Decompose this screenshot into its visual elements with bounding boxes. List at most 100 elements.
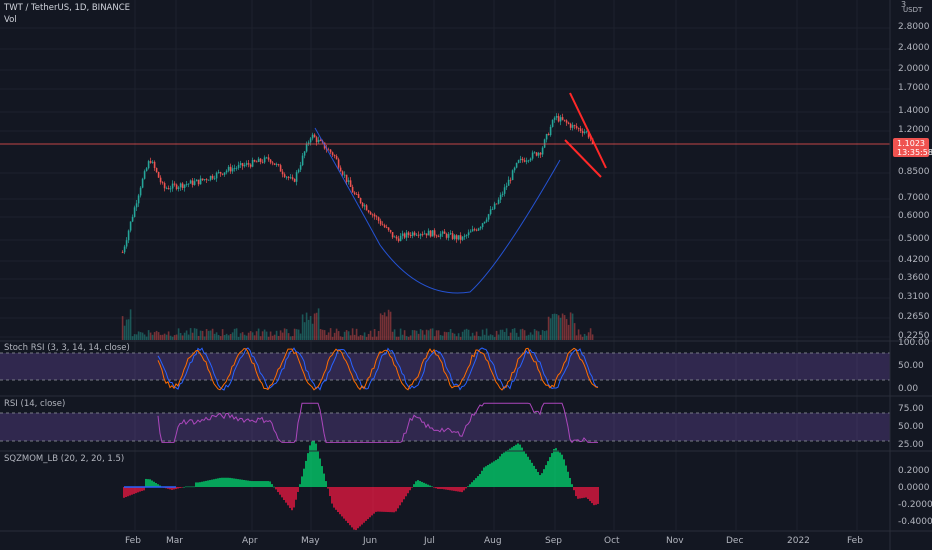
candlesticks [121, 113, 594, 255]
candle-body [383, 225, 386, 228]
price-tick: 0.2250 [898, 331, 930, 341]
time-label: May [301, 536, 320, 546]
candle-body [161, 182, 164, 184]
candle-body [339, 167, 342, 172]
volume-bar [561, 313, 564, 340]
volume-bar [475, 331, 478, 340]
momentum-bar [249, 480, 251, 487]
volume-bar [165, 334, 168, 340]
volume-bar [347, 331, 350, 340]
volume-bar [583, 333, 586, 340]
candle-body [357, 194, 360, 198]
momentum-bar [497, 458, 499, 487]
volume-bar [285, 329, 288, 340]
volume-bar [151, 334, 154, 340]
candle-body [263, 157, 266, 163]
momentum-bar [591, 487, 593, 504]
candle-body [511, 170, 514, 180]
volume-bar [139, 332, 142, 340]
volume-bar [529, 332, 532, 340]
sqzmom-title[interactable]: SQZMOM_LB (20, 2, 20, 1.5) [4, 454, 125, 464]
wedge-lower [564, 139, 602, 178]
momentum-bar [313, 441, 315, 487]
candle-body [499, 194, 502, 200]
momentum-bar [539, 475, 541, 487]
momentum-bar [423, 482, 425, 487]
rsi-title[interactable]: RSI (14, close) [4, 399, 66, 409]
momentum-bar [227, 477, 229, 487]
momentum-bar [267, 481, 269, 487]
momentum-bar [347, 487, 349, 524]
candle-body [187, 183, 190, 185]
volume-bar [399, 328, 402, 340]
candle-body [301, 155, 304, 166]
candle-body [485, 219, 488, 222]
candle-body [479, 227, 482, 229]
momentum-bar [287, 487, 289, 506]
price-tick: 0.8500 [898, 167, 930, 177]
volume-bar [179, 333, 182, 340]
momentum-bar [203, 481, 205, 487]
price-tick: 0.3600 [898, 273, 930, 283]
momentum-bar [317, 451, 319, 487]
volume-bar [231, 332, 234, 340]
momentum-bar [177, 487, 179, 489]
momentum-bar [263, 481, 265, 487]
wedge-upper [569, 92, 607, 169]
overlay-lines [0, 92, 890, 294]
volume-bar [301, 314, 304, 340]
candle-body [445, 233, 448, 238]
momentum-bar [471, 482, 473, 487]
momentum-bar [167, 487, 169, 489]
volume-bar [271, 335, 274, 340]
momentum-bar [477, 476, 479, 487]
volume-bar [339, 336, 342, 340]
volume-bar [297, 329, 300, 340]
candle-body [235, 167, 238, 169]
momentum-bar [359, 487, 361, 527]
volume-bar [437, 330, 440, 340]
momentum-bar [187, 486, 189, 488]
momentum-bar [329, 487, 331, 497]
volume-bar [411, 330, 414, 340]
candle-body [473, 229, 476, 231]
momentum-bar [395, 487, 397, 512]
stoch-rsi-title[interactable]: Stoch RSI (3, 3, 14, 14, close) [4, 343, 130, 353]
volume-bar [127, 319, 130, 340]
momentum-bar [393, 487, 395, 513]
momentum-bar [339, 487, 341, 515]
volume-bar [313, 313, 316, 340]
volume-bar [337, 331, 340, 340]
candle-body [215, 172, 218, 179]
momentum-bar [525, 453, 527, 487]
candle-body [513, 167, 516, 171]
momentum-bar [273, 486, 275, 488]
volume-bar [305, 312, 308, 340]
volume-bar [241, 332, 244, 340]
momentum-bar [417, 480, 419, 487]
momentum-bar [281, 487, 283, 498]
volume-bar [149, 332, 152, 340]
volume-bar [215, 332, 218, 340]
momentum-bar [195, 482, 197, 487]
volume-bar [245, 335, 248, 340]
candle-body [475, 229, 478, 231]
candle-body [517, 160, 520, 163]
volume-bar [321, 329, 324, 340]
volume-bar [325, 334, 328, 340]
candle-body [497, 199, 500, 204]
volume-bar [259, 336, 262, 340]
volume-bar [279, 330, 282, 340]
candle-body [457, 235, 460, 240]
candle-body [227, 166, 230, 171]
volume-bar [381, 315, 384, 340]
volume-bar [361, 335, 364, 340]
volume-bar [565, 319, 568, 340]
momentum-bar [207, 480, 209, 487]
candle-body [489, 209, 492, 215]
volume-bar [273, 334, 276, 340]
momentum-bar [547, 461, 549, 487]
momentum-bar [557, 450, 559, 487]
volume-bar [353, 334, 356, 340]
